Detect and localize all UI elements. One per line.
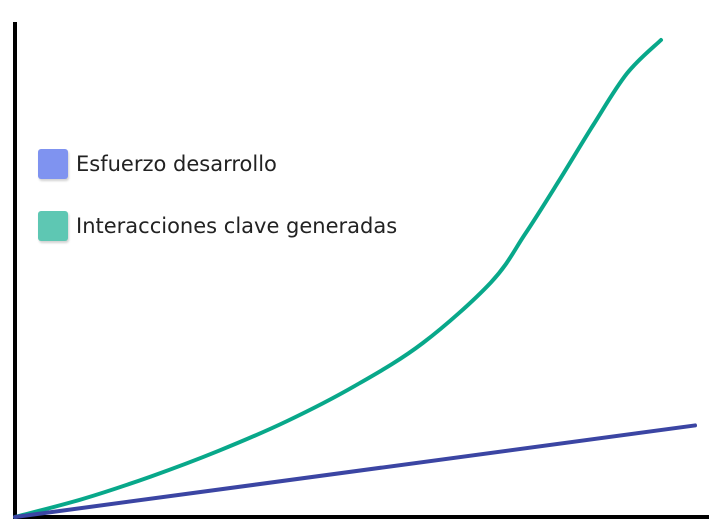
legend-item-interacciones: Interacciones clave generadas [38, 210, 397, 242]
series-line-interacciones [13, 38, 663, 519]
legend-item-esfuerzo: Esfuerzo desarrollo [38, 148, 397, 180]
legend-label-interacciones: Interacciones clave generadas [76, 214, 398, 238]
legend: Esfuerzo desarrollo Interacciones clave … [38, 148, 397, 272]
series-line-esfuerzo [13, 423, 697, 519]
legend-swatch-esfuerzo [38, 149, 68, 179]
legend-swatch-interacciones [38, 211, 68, 241]
legend-label-esfuerzo: Esfuerzo desarrollo [76, 152, 277, 176]
series-layer [13, 38, 697, 519]
